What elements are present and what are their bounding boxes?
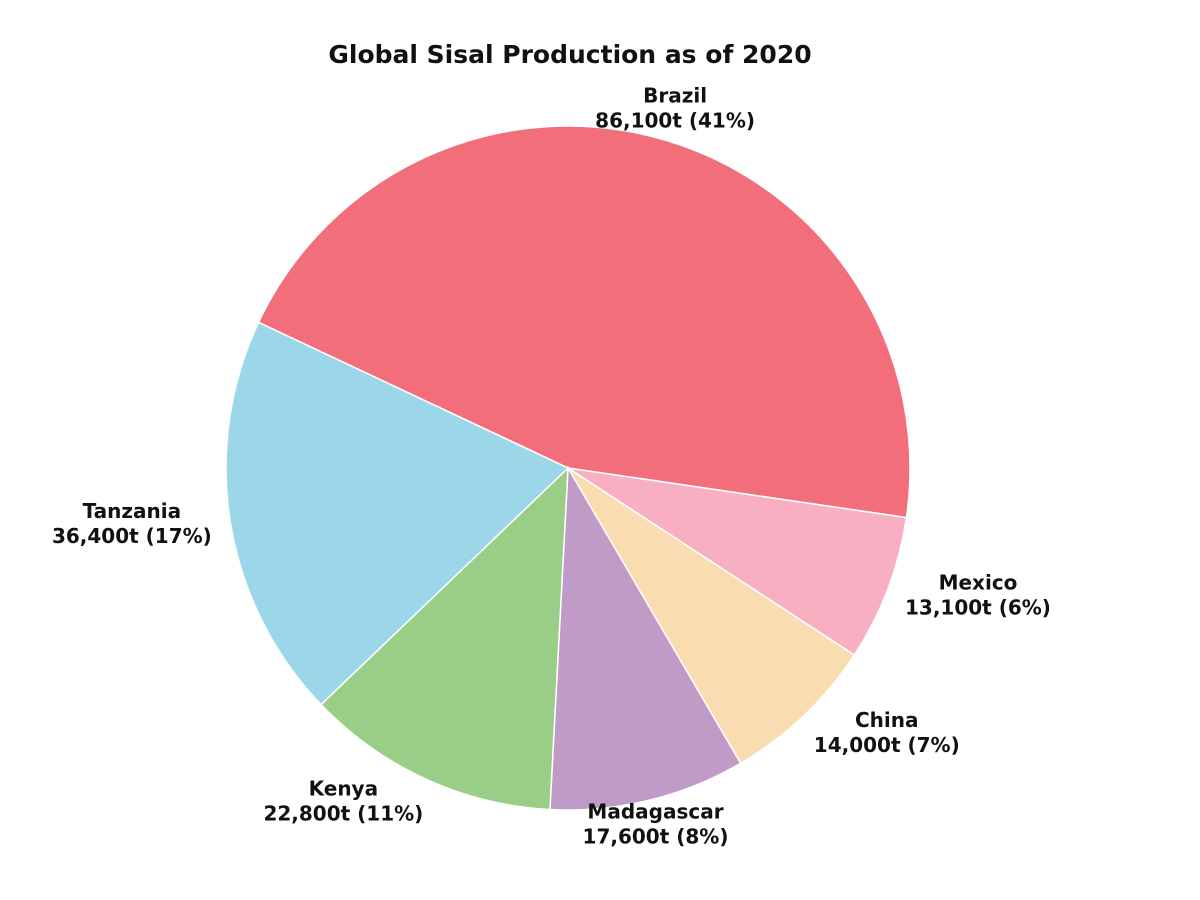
label-value-china: 14,000t (7%)	[814, 733, 960, 757]
label-tanzania: Tanzania 36,400t (17%)	[52, 499, 212, 548]
pie-slice-kenya	[319, 466, 569, 811]
label-name-mexico: Mexico	[939, 571, 1018, 595]
label-value-tanzania: 36,400t (17%)	[52, 524, 212, 548]
pie-slice-china	[567, 467, 856, 765]
label-name-kenya: Kenya	[309, 776, 378, 800]
pie-slice-madagascar	[549, 465, 742, 811]
pie-slice-mexico	[567, 467, 908, 657]
label-madagascar: Madagascar 17,600t (8%)	[583, 800, 729, 849]
pie-slice-brazil	[257, 125, 911, 519]
pie-labels: Brazil 86,100t (41%) Mexico 13,100t (6%) Chi…	[52, 84, 1051, 849]
pie-slices	[225, 125, 911, 811]
label-value-brazil: 86,100t (41%)	[595, 109, 755, 133]
label-value-madagascar: 17,600t (8%)	[583, 825, 729, 849]
label-name-china: China	[855, 708, 919, 732]
label-value-kenya: 22,800t (11%)	[263, 801, 423, 825]
label-mexico: Mexico 13,100t (6%)	[905, 571, 1051, 620]
label-value-mexico: 13,100t (6%)	[905, 596, 1051, 620]
label-brazil: Brazil 86,100t (41%)	[595, 84, 755, 133]
label-kenya: Kenya 22,800t (11%)	[263, 776, 423, 825]
label-china: China 14,000t (7%)	[814, 708, 960, 757]
label-name-brazil: Brazil	[643, 84, 707, 108]
pie-slice-tanzania	[225, 321, 570, 706]
label-name-madagascar: Madagascar	[587, 800, 723, 824]
chart-title: Global Sisal Production as of 2020	[328, 40, 812, 69]
label-name-tanzania: Tanzania	[83, 499, 182, 523]
